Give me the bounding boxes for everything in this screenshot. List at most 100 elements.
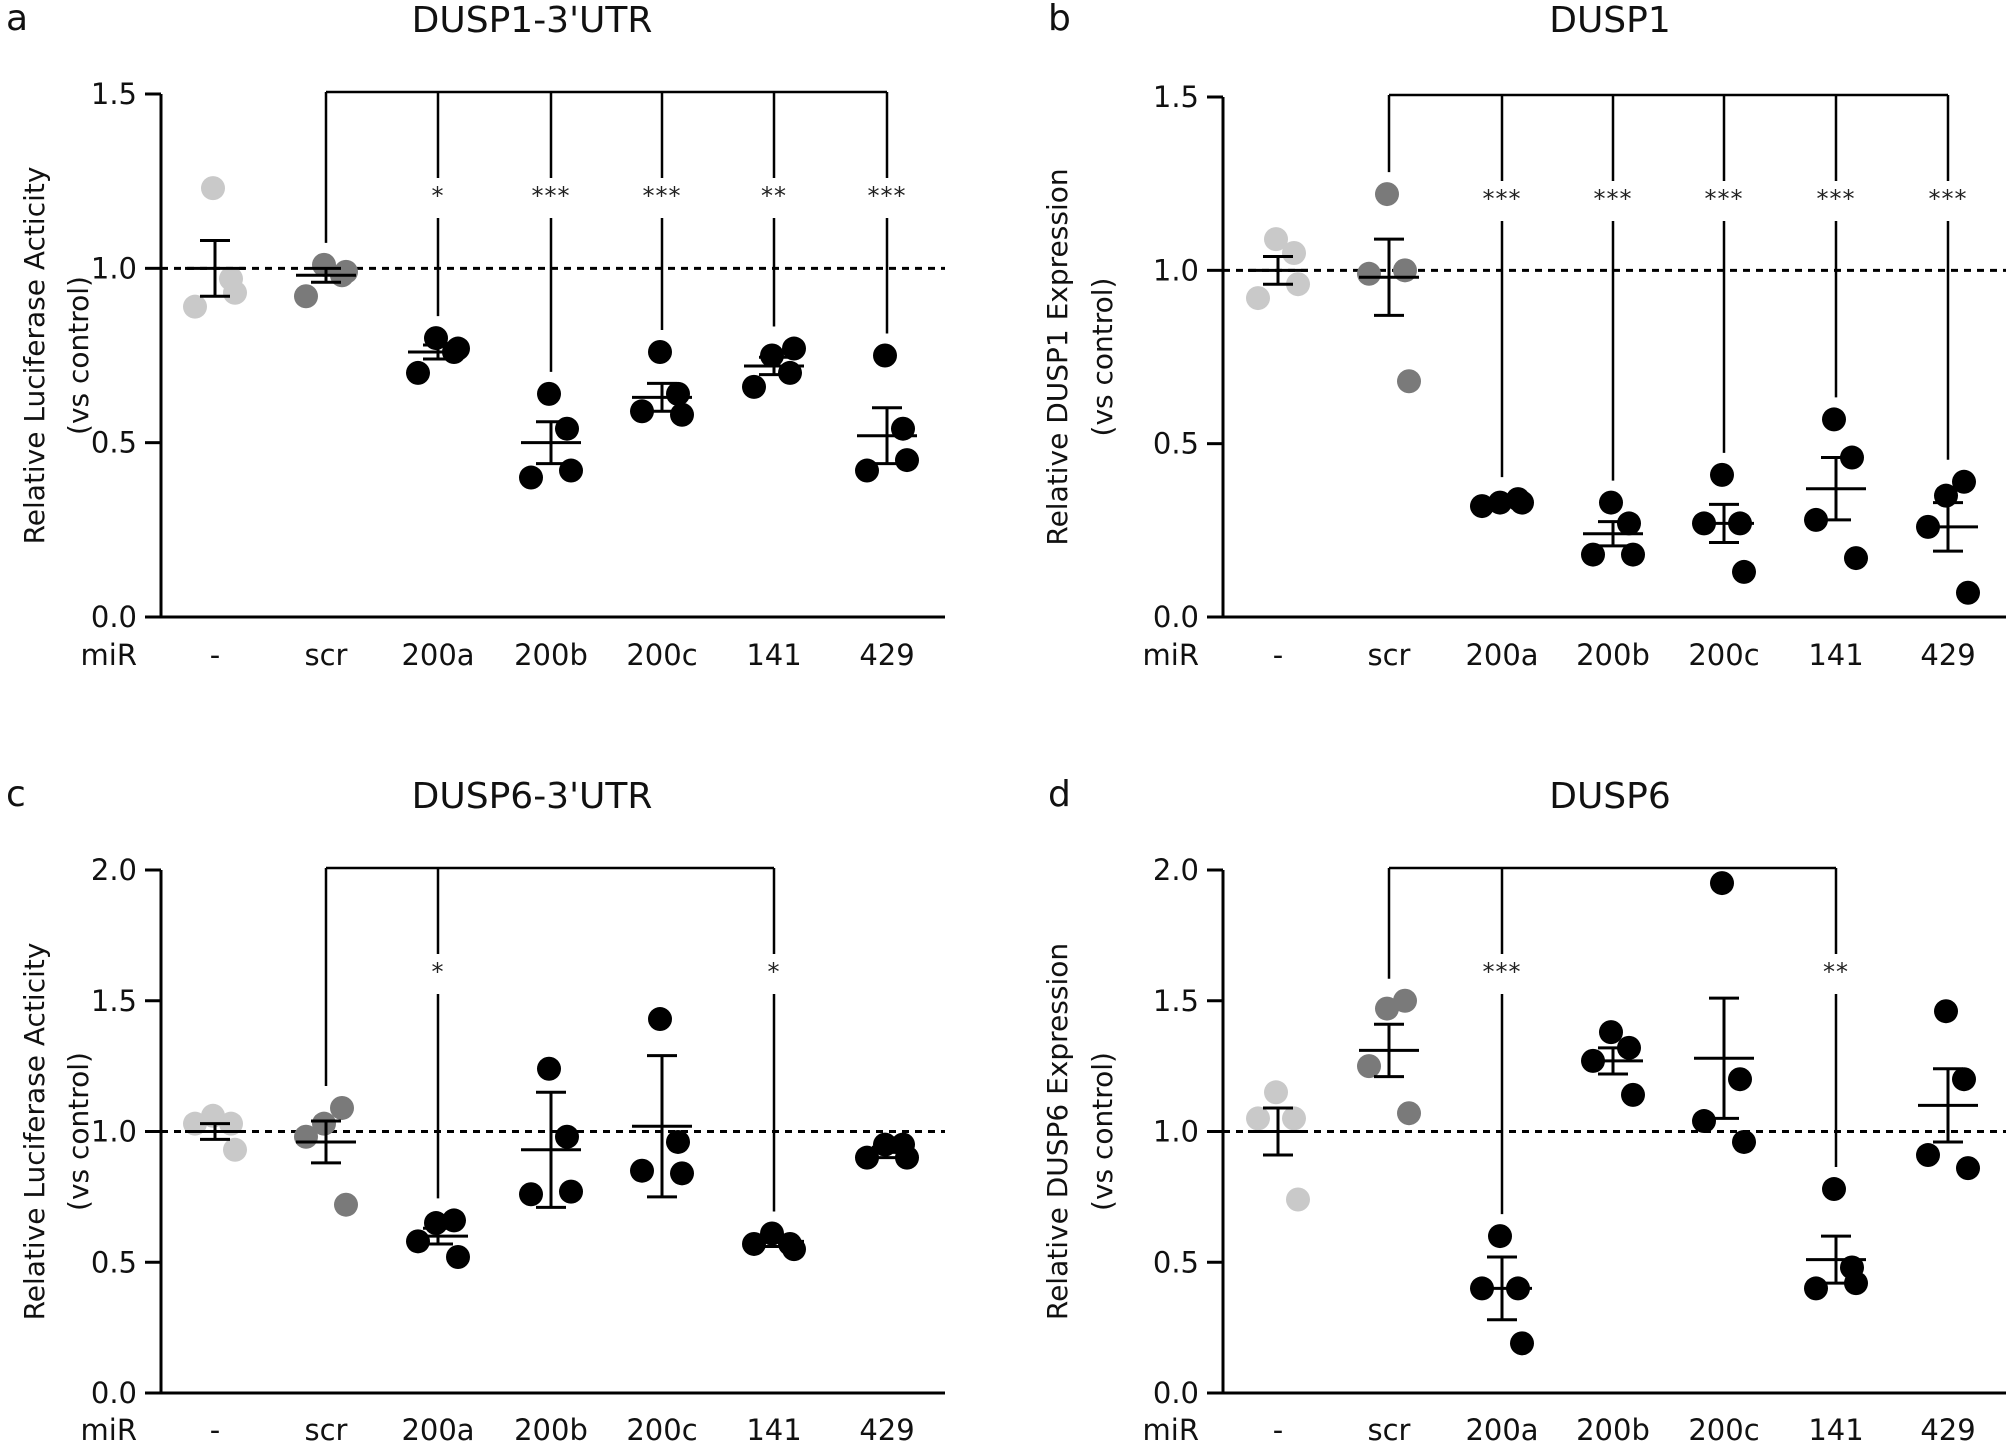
- data-point: [312, 252, 336, 277]
- significance-label: ***: [1705, 185, 1744, 213]
- data-point: [1488, 1224, 1512, 1249]
- data-point: [519, 465, 543, 490]
- x-category-label: 429: [859, 1413, 914, 1447]
- y-axis-label: Relative Luciferase Acticity: [18, 167, 51, 545]
- panel-letter: c: [6, 774, 26, 815]
- panel-b: b DUSP1 0.0 0.5 1.0 1.5 Relative DUSP1 Express…: [1041, 0, 2006, 672]
- significance-label: ***: [1483, 185, 1522, 213]
- x-category-label: 200b: [1576, 1413, 1650, 1447]
- x-category-label: scr: [305, 1413, 348, 1447]
- data-point: [895, 448, 919, 473]
- data-point: [1956, 1156, 1980, 1181]
- data-point: [666, 381, 690, 406]
- data-point: [330, 1095, 354, 1120]
- data-point: [1956, 580, 1980, 605]
- x-category-label: 141: [1808, 1413, 1863, 1447]
- data-point: [1840, 445, 1864, 470]
- data-point: [760, 343, 784, 368]
- y-axis-label-sub: (vs control): [1086, 278, 1119, 437]
- x-category-label: 200a: [401, 638, 474, 672]
- panel-c: c DUSP6-3'UTR 0.0 0.5 1.0 1.5 2.0 Relative Luci…: [6, 774, 945, 1447]
- y-tick-label: 1.0: [91, 1115, 137, 1149]
- x-category-label: 429: [1920, 638, 1975, 672]
- significance-label: **: [1823, 958, 1849, 986]
- panel-a: a DUSP1-3'UTR 0.0 0.5 1.0 1.5 Relative Lucifer…: [6, 0, 945, 672]
- significance-label: ***: [1594, 185, 1633, 213]
- y-tick-label: 0.0: [1153, 1376, 1199, 1410]
- data-point: [1286, 272, 1310, 297]
- x-category-label: -: [210, 638, 220, 672]
- data-point: [294, 1124, 318, 1149]
- x-category-label: scr: [1368, 638, 1411, 672]
- y-tick-label: 2.0: [91, 853, 137, 887]
- y-tick-label: 0.0: [91, 1376, 137, 1410]
- significance-label: *: [432, 182, 445, 210]
- y-tick-label: 0.0: [91, 600, 137, 634]
- row-label-mir: miR: [81, 1413, 137, 1447]
- data-point: [873, 343, 897, 368]
- row-label-mir: miR: [1143, 638, 1199, 672]
- row-label-mir: miR: [81, 638, 137, 672]
- panel-letter: a: [6, 0, 28, 39]
- y-axis-label: Relative DUSP1 Expression: [1041, 168, 1074, 545]
- data-point: [1934, 999, 1958, 1024]
- data-point: [1692, 1109, 1716, 1134]
- y-tick-label: 1.0: [91, 251, 137, 285]
- y-tick-label: 0.5: [91, 426, 137, 460]
- y-tick-label: 2.0: [1153, 853, 1199, 887]
- x-category-label: 200b: [1576, 638, 1650, 672]
- x-category-label: scr: [305, 638, 348, 672]
- data-point: [670, 1161, 694, 1186]
- data-point: [1952, 469, 1976, 494]
- data-point: [1581, 542, 1605, 567]
- data-point: [1952, 1067, 1976, 1092]
- data-point: [559, 1179, 583, 1204]
- significance-label: ***: [1817, 185, 1856, 213]
- panel-d: d DUSP6 0.0 0.5 1.0 1.5 2.0 Relative DUSP6 Expr…: [1041, 774, 2006, 1447]
- data-point: [648, 1007, 672, 1032]
- data-point: [1264, 227, 1288, 252]
- y-axis-label: Relative DUSP6 Expression: [1041, 943, 1074, 1320]
- x-category-label: 200c: [626, 1413, 697, 1447]
- y-tick-label: 0.5: [1153, 427, 1199, 461]
- data-point: [519, 1182, 543, 1207]
- data-point: [1357, 261, 1381, 286]
- x-category-label: 141: [746, 1413, 801, 1447]
- significance-label: *: [768, 958, 781, 986]
- x-category-label: -: [210, 1413, 220, 1447]
- data-point: [537, 381, 561, 406]
- significance-label: ***: [1929, 185, 1968, 213]
- significance-label: ***: [868, 182, 907, 210]
- y-axis-label-sub: (vs control): [62, 276, 95, 435]
- significance-label: ***: [643, 182, 682, 210]
- x-category-label: 429: [859, 638, 914, 672]
- data-point: [1804, 507, 1828, 532]
- data-point: [201, 176, 225, 201]
- y-tick-label: 1.0: [1153, 1115, 1199, 1149]
- y-tick-label: 0.5: [1153, 1245, 1199, 1279]
- y-axis-label: Relative Luciferase Acticity: [18, 943, 51, 1321]
- data-point: [1710, 871, 1734, 896]
- data-point: [406, 1229, 430, 1254]
- panel-letter: b: [1048, 0, 1071, 39]
- significance-label: *: [432, 958, 445, 986]
- x-category-label: -: [1273, 638, 1283, 672]
- data-point: [1732, 1129, 1756, 1154]
- data-point: [648, 340, 672, 365]
- data-point: [312, 1111, 336, 1136]
- y-tick-label: 1.5: [1153, 80, 1199, 114]
- chart-title: DUSP6: [1549, 776, 1671, 817]
- data-point: [1282, 241, 1306, 265]
- data-point: [223, 1137, 247, 1162]
- x-category-label: -: [1273, 1413, 1283, 1447]
- data-point: [1375, 182, 1399, 207]
- chart-title: DUSP6-3'UTR: [412, 776, 653, 817]
- data-point: [1804, 1276, 1828, 1301]
- data-point: [201, 1103, 225, 1128]
- data-point: [1822, 407, 1846, 432]
- x-category-label: 200b: [514, 638, 588, 672]
- significance-label: ***: [532, 182, 571, 210]
- data-point: [1375, 996, 1399, 1021]
- data-point: [1916, 1143, 1940, 1168]
- y-tick-label: 1.5: [91, 77, 137, 111]
